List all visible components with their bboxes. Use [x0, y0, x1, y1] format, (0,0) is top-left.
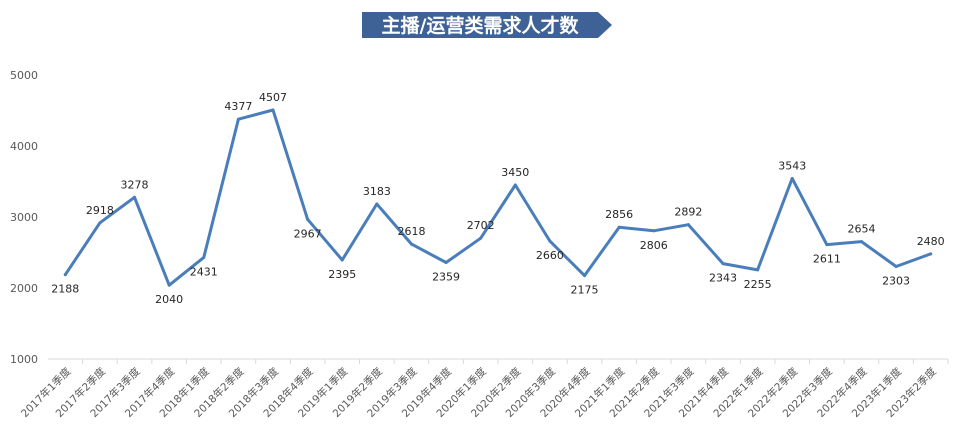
data-point: [894, 264, 898, 268]
data-labels: 2188 2918 3278 2040 2431 4377 4507 2967 2395 3183…: [51, 91, 944, 306]
data-label: 3278: [121, 178, 149, 191]
data-label: 2175: [571, 284, 599, 297]
series-line: [63, 108, 933, 287]
data-label: 2255: [744, 278, 772, 291]
y-axis: 1000 2000 3000 4000 5000: [10, 69, 38, 366]
data-point: [652, 229, 656, 233]
data-point: [63, 273, 67, 277]
data-point: [479, 236, 483, 240]
data-label: 2040: [155, 293, 183, 306]
data-label: 2967: [294, 227, 322, 240]
data-point: [375, 202, 379, 206]
data-label: 3543: [778, 159, 806, 172]
data-label: 2188: [51, 283, 79, 296]
title-banner: 主播/运营类需求人才数: [362, 12, 612, 38]
x-axis: 2017年1季度2017年2季度2017年3季度2017年4季度2018年1季度…: [18, 358, 949, 420]
data-point: [202, 255, 206, 259]
series-line-group: [63, 108, 933, 287]
y-tick-label: 2000: [10, 282, 38, 295]
y-tick-label: 3000: [10, 211, 38, 224]
data-point: [756, 268, 760, 272]
y-tick-label: 5000: [10, 69, 38, 82]
data-label: 3183: [363, 185, 391, 198]
data-label: 2359: [432, 271, 460, 284]
data-point: [236, 117, 240, 121]
data-point: [825, 243, 829, 247]
data-point: [721, 262, 725, 266]
data-label: 2611: [813, 253, 841, 266]
data-point: [790, 176, 794, 180]
data-point: [929, 252, 933, 256]
data-label: 3450: [501, 166, 529, 179]
data-point: [98, 221, 102, 225]
data-label: 2918: [86, 204, 114, 217]
data-point: [306, 217, 310, 221]
title-banner-background: [362, 12, 612, 38]
data-point: [617, 225, 621, 229]
data-point: [271, 108, 275, 112]
data-point: [444, 261, 448, 265]
y-tick-label: 1000: [10, 353, 38, 366]
data-label: 2856: [605, 208, 633, 221]
data-point: [583, 274, 587, 278]
data-label: 2480: [917, 235, 945, 248]
data-label: 2303: [882, 274, 910, 287]
data-point: [133, 195, 137, 199]
data-label: 2892: [674, 206, 702, 219]
data-label: 2806: [640, 239, 668, 252]
data-label: 4377: [224, 100, 252, 113]
data-label: 2702: [467, 219, 495, 232]
data-point: [548, 239, 552, 243]
data-label: 2660: [536, 249, 564, 262]
data-label: 2654: [847, 223, 875, 236]
y-tick-label: 4000: [10, 140, 38, 153]
data-point: [686, 223, 690, 227]
data-label: 2618: [397, 225, 425, 238]
data-point: [513, 183, 517, 187]
chart-title: 主播/运营类需求人才数: [382, 14, 580, 37]
data-label: 4507: [259, 91, 287, 104]
data-label: 2431: [190, 265, 218, 278]
data-label: 2395: [328, 268, 356, 281]
data-point: [340, 258, 344, 262]
data-point: [167, 283, 171, 287]
data-label: 2343: [709, 272, 737, 285]
data-point: [859, 240, 863, 244]
data-point: [409, 242, 413, 246]
